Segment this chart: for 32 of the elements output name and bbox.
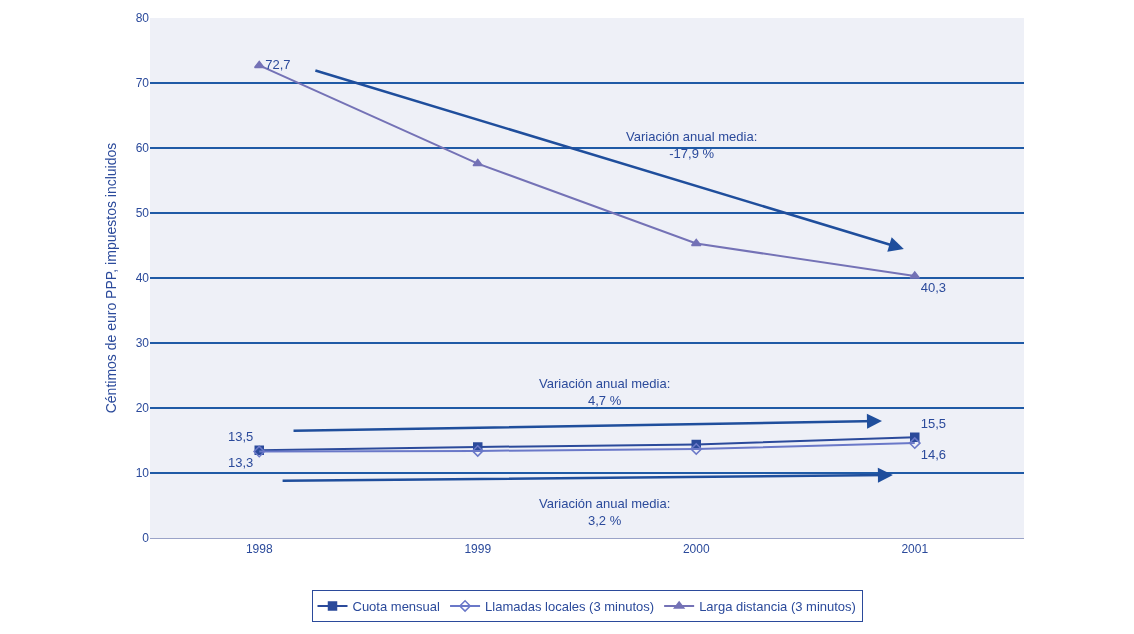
y-tick-label: 50: [135, 206, 150, 221]
data-label: 40,3: [920, 279, 947, 295]
point: [690, 443, 703, 455]
annotation: Variación anual media: 3,2 %: [539, 496, 671, 528]
x-tick-label: 1998: [245, 542, 273, 557]
data-label: 14,6: [920, 446, 947, 462]
annotation: Variación anual media: -17,9 %: [626, 129, 758, 161]
legend-label: Larga distancia (3 minutos): [699, 599, 856, 615]
legend-label: Cuota mensual: [352, 599, 441, 615]
data-label: 13,3: [227, 455, 254, 471]
x-tick-label: 2001: [901, 542, 929, 557]
y-tick-label: 80: [135, 11, 150, 26]
y-tick-label: 30: [135, 336, 150, 351]
point: [471, 444, 484, 457]
data-label: 13,5: [227, 429, 254, 444]
point: [908, 437, 921, 450]
y-tick-label: 70: [135, 76, 150, 91]
x-tick-label: 2000: [682, 542, 710, 557]
point: [253, 60, 265, 69]
y-tick-label: 60: [135, 141, 150, 156]
y-axis-title: Céntimos de euro PPP, impuestos incluidos: [103, 142, 120, 414]
y-tick-label: 40: [135, 271, 150, 286]
legend-label: Llamadas locales (3 minutos): [485, 599, 655, 615]
y-tick-label: 10: [135, 466, 150, 481]
data-label: 15,5: [920, 416, 947, 431]
annotation: Variación anual media: 4,7 %: [539, 376, 671, 408]
point: [472, 158, 484, 167]
data-label: 72,7: [265, 56, 291, 72]
y-tick-label: 0: [142, 531, 150, 546]
y-tick-label: 20: [135, 401, 150, 416]
point: [690, 238, 702, 247]
x-tick-label: 1999: [464, 542, 492, 557]
